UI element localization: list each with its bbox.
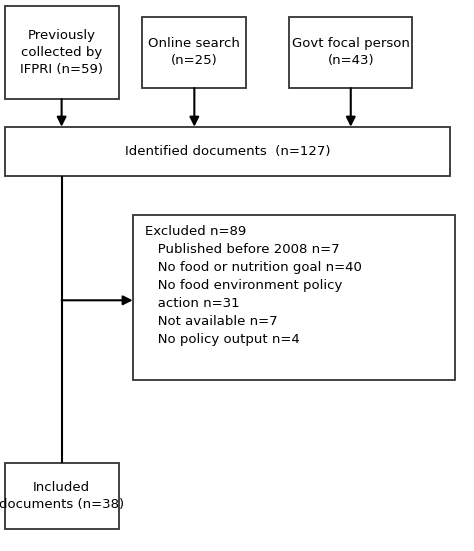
Text: Identified documents  (n=127): Identified documents (n=127): [125, 145, 330, 158]
Text: Included
documents (n=38): Included documents (n=38): [0, 481, 124, 511]
FancyBboxPatch shape: [5, 127, 450, 176]
FancyBboxPatch shape: [133, 215, 455, 380]
Text: Online search
(n=25): Online search (n=25): [148, 37, 240, 67]
Text: Previously
collected by
IFPRI (n=59): Previously collected by IFPRI (n=59): [20, 29, 103, 76]
FancyBboxPatch shape: [289, 17, 412, 88]
Text: Excluded n=89
   Published before 2008 n=7
   No food or nutrition goal n=40
   : Excluded n=89 Published before 2008 n=7 …: [145, 225, 362, 346]
FancyBboxPatch shape: [142, 17, 246, 88]
FancyBboxPatch shape: [5, 6, 118, 99]
FancyBboxPatch shape: [5, 463, 118, 529]
Text: Govt focal person
(n=43): Govt focal person (n=43): [292, 37, 410, 67]
